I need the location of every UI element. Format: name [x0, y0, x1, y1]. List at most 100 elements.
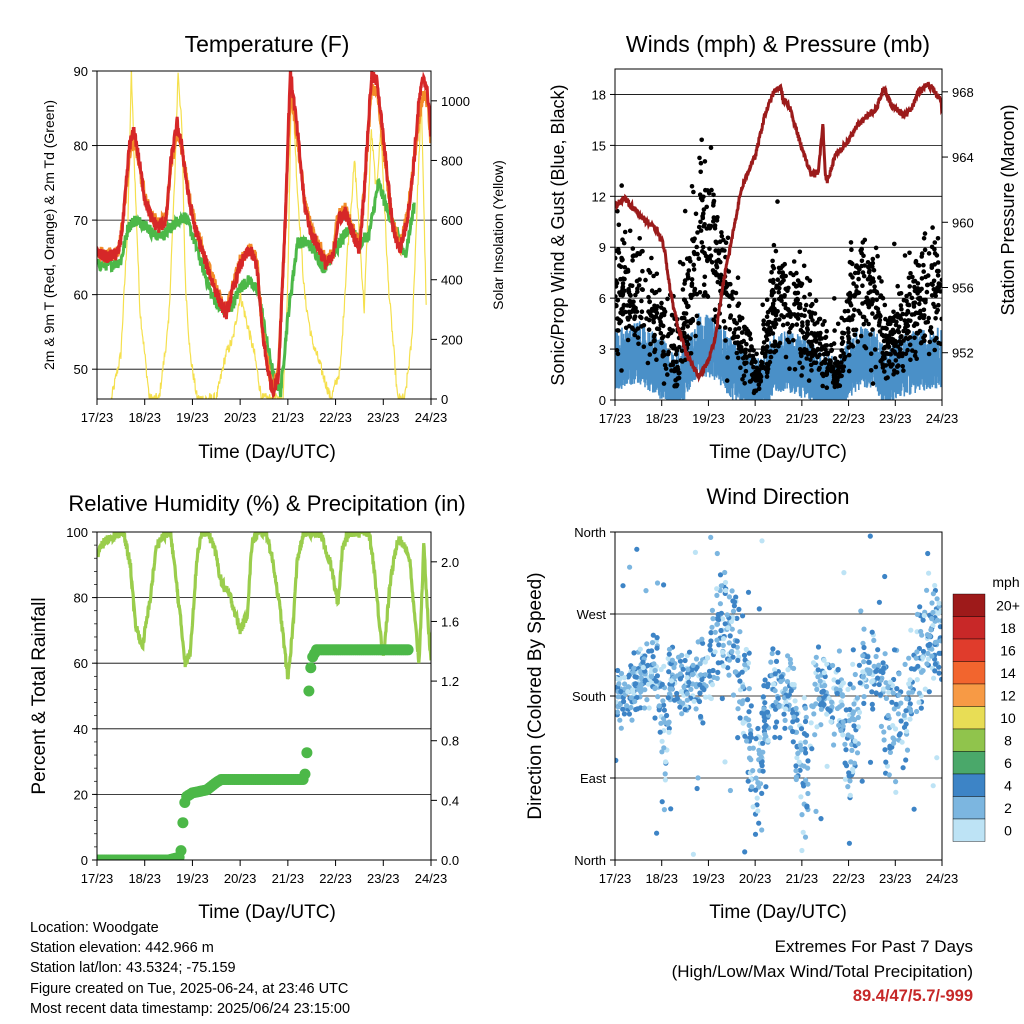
- direction-point: [871, 663, 877, 669]
- gust-point: [619, 307, 624, 312]
- x-tick-label: 23/23: [879, 411, 912, 426]
- direction-point: [628, 695, 634, 701]
- gust-point: [689, 184, 695, 189]
- direction-point: [790, 728, 796, 735]
- y2-tick-label: 964: [952, 150, 974, 165]
- gust-point: [691, 267, 697, 272]
- gust-point: [694, 313, 700, 319]
- direction-point: [841, 570, 847, 576]
- gust-point: [897, 339, 902, 344]
- direction-point: [812, 732, 818, 738]
- gust-point: [879, 279, 884, 284]
- direction-point: [860, 640, 866, 646]
- direction-point: [816, 696, 822, 702]
- direction-point: [805, 790, 811, 797]
- gust-point: [615, 298, 621, 303]
- direction-point: [717, 572, 724, 578]
- gust-point: [624, 269, 630, 274]
- gust-point: [694, 291, 700, 297]
- gust-point: [872, 288, 878, 294]
- gust-point: [851, 281, 856, 286]
- gust-point: [921, 335, 926, 341]
- gust-point: [735, 275, 741, 281]
- gust-point: [901, 368, 906, 373]
- gust-point: [912, 335, 917, 341]
- direction-point: [760, 749, 766, 755]
- gust-point: [641, 344, 647, 350]
- gust-point: [765, 321, 770, 327]
- gust-point: [866, 270, 872, 275]
- gust-point: [880, 325, 885, 331]
- gust-point: [737, 317, 743, 323]
- gust-point: [890, 327, 896, 333]
- gust-point: [773, 342, 779, 348]
- direction-point: [742, 662, 748, 668]
- gust-point: [847, 259, 853, 265]
- precip-point: [175, 845, 187, 857]
- direction-point: [648, 674, 655, 680]
- direction-point: [894, 686, 900, 692]
- gust-point: [749, 372, 755, 378]
- direction-point: [730, 608, 737, 614]
- direction-point: [929, 616, 935, 622]
- direction-point: [667, 686, 673, 692]
- temp-2m-series: [97, 71, 431, 399]
- direction-point: [664, 712, 670, 719]
- gust-point: [700, 215, 706, 221]
- gust-point: [921, 269, 926, 274]
- gust-point: [913, 288, 918, 294]
- gust-point: [932, 347, 937, 353]
- gust-point: [927, 339, 933, 345]
- gust-point: [763, 334, 769, 339]
- gust-point: [776, 296, 782, 302]
- direction-point: [659, 738, 665, 744]
- direction-point: [750, 745, 756, 751]
- y-tick-label: 100: [66, 525, 88, 540]
- gust-point: [898, 334, 903, 340]
- gust-point: [661, 381, 667, 386]
- direction-point: [708, 534, 714, 541]
- y-tick-label: South: [572, 689, 606, 704]
- gust-point: [846, 329, 851, 335]
- direction-point: [920, 654, 926, 661]
- gust-point: [884, 326, 889, 332]
- direction-point: [720, 642, 726, 649]
- gust-point: [730, 289, 736, 295]
- gust-point: [838, 365, 844, 370]
- direction-point: [668, 678, 675, 684]
- gust-point: [894, 370, 900, 375]
- direction-point: [850, 769, 856, 775]
- legend-label: 10: [1000, 710, 1016, 726]
- gust-point: [725, 355, 730, 360]
- direction-point: [838, 728, 844, 734]
- direction-point: [865, 654, 871, 660]
- y-tick-label: North: [574, 853, 606, 868]
- figure-created: Figure created on Tue, 2025-06-24, at 23…: [30, 980, 349, 997]
- direction-point: [805, 781, 811, 787]
- gust-point: [857, 311, 863, 316]
- gust-point: [911, 300, 916, 306]
- direction-point: [918, 628, 924, 635]
- direction-point: [666, 725, 672, 732]
- direction-point: [699, 685, 705, 691]
- gust-point: [649, 288, 655, 294]
- gust-point: [754, 365, 760, 371]
- gust-point: [939, 316, 942, 322]
- gust-point: [820, 383, 825, 389]
- gust-point: [674, 359, 679, 365]
- gust-point: [619, 368, 624, 373]
- direction-point: [835, 666, 841, 673]
- gust-point: [938, 341, 942, 347]
- x-tick-label: 24/23: [415, 871, 448, 886]
- gust-point: [797, 249, 803, 255]
- gust-point: [615, 294, 618, 299]
- gust-point: [904, 298, 909, 304]
- direction-point: [808, 720, 814, 726]
- y-tick-label: 18: [592, 87, 606, 102]
- gust-point: [668, 362, 674, 368]
- direction-point: [620, 706, 626, 712]
- humidity-panel: Relative Humidity (%) & Precipitation (i…: [29, 491, 466, 923]
- gust-point: [919, 276, 925, 281]
- gust-point: [890, 347, 895, 353]
- direction-point: [886, 689, 892, 695]
